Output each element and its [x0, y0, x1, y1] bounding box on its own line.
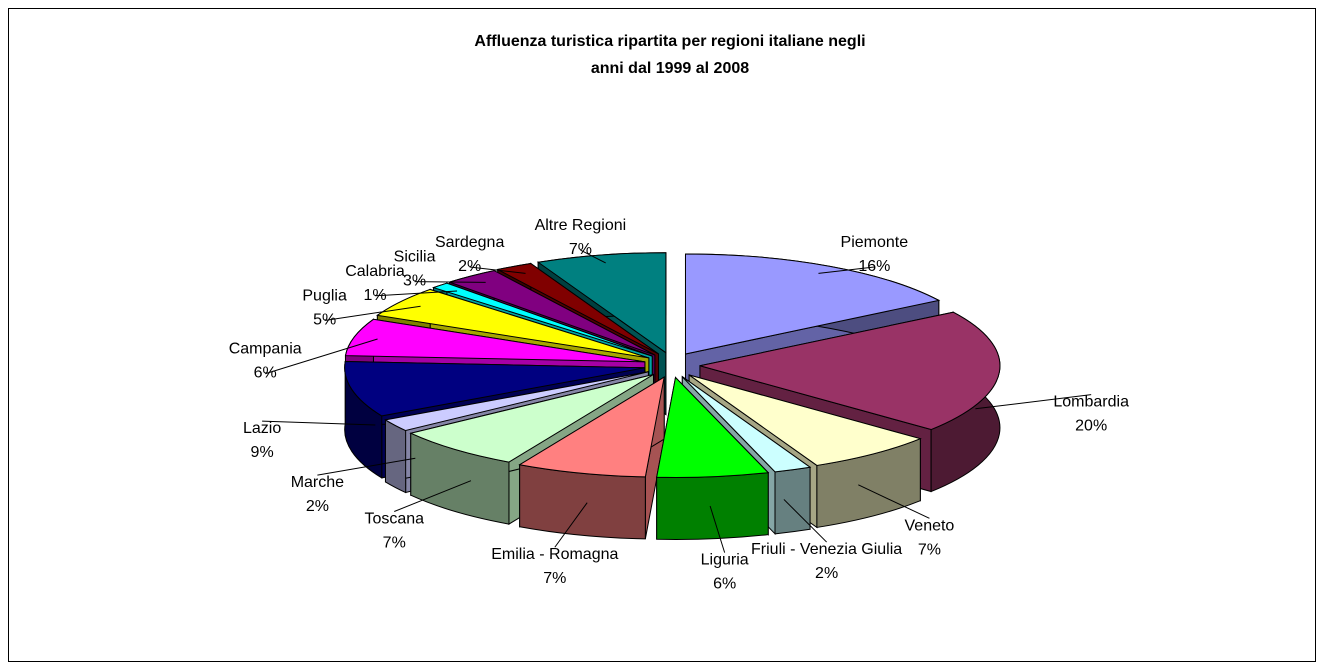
value-label: 6%: [713, 576, 736, 593]
slice-top: [688, 374, 922, 466]
value-label: 2%: [306, 498, 329, 515]
leader-line: [324, 305, 421, 321]
category-label: Campania: [229, 341, 302, 358]
category-label: Veneto: [905, 517, 955, 534]
slice-top: [684, 253, 941, 355]
slice-top: [376, 288, 649, 359]
slice-top: [344, 318, 645, 363]
slice-outer-wall: [774, 466, 811, 535]
leader-line: [394, 480, 472, 512]
leader-line: [469, 266, 526, 274]
slice-top: [518, 376, 665, 478]
leader-line: [374, 290, 458, 297]
data-label: Lombardia 20%: [1053, 394, 1129, 435]
leader-line: [783, 499, 827, 543]
value-label: 7%: [383, 535, 406, 552]
value-label: 2%: [458, 258, 481, 275]
slice-outer-wall: [656, 472, 769, 540]
data-label: Veneto 7%: [905, 517, 955, 558]
value-label: 1%: [363, 287, 386, 304]
value-label: 6%: [254, 365, 277, 382]
data-label: Friuli - Venezia Giulia 2%: [751, 541, 902, 582]
leader-line: [317, 457, 416, 476]
slice-top: [536, 252, 667, 354]
value-label: 7%: [569, 241, 592, 258]
value-label: 20%: [1075, 418, 1107, 435]
leader-line: [414, 281, 486, 283]
leader-line: [262, 420, 376, 426]
data-label: Sardegna 2%: [435, 234, 504, 275]
leader-line: [818, 266, 875, 274]
leader-line: [858, 484, 930, 519]
value-label: 3%: [403, 273, 426, 290]
category-label: Marche: [291, 474, 344, 491]
value-label: 7%: [543, 570, 566, 587]
category-label: Sardegna: [435, 234, 504, 251]
category-label: Toscana: [364, 511, 424, 528]
value-label: 5%: [313, 311, 336, 328]
category-label: Emilia - Romagna: [491, 546, 618, 563]
slice-top: [656, 376, 770, 478]
slice-top: [496, 262, 659, 355]
leader-line: [265, 338, 378, 375]
data-label: Lazio 9%: [243, 420, 281, 461]
chart-title: Affluenza turistica ripartita per region…: [474, 33, 865, 50]
data-label: Marche 2%: [291, 474, 344, 515]
slice-top: [699, 311, 1001, 431]
data-label: Puglia 5%: [302, 287, 347, 328]
category-label: Lombardia: [1053, 394, 1129, 411]
data-label: Liguria 6%: [701, 552, 749, 593]
leader-line: [580, 249, 606, 264]
chart-title: anni dal 1999 al 2008: [591, 60, 749, 77]
data-label: Piemonte 16%: [841, 234, 909, 275]
data-label: Altre Regioni 7%: [535, 217, 627, 258]
category-label: Liguria: [701, 552, 749, 569]
category-label: Sicilia: [394, 249, 436, 266]
data-label: Toscana 7%: [364, 511, 424, 552]
slice-top: [681, 376, 812, 473]
category-label: Altre Regioni: [535, 217, 627, 234]
category-label: Piemonte: [841, 234, 909, 251]
slice-top: [384, 371, 649, 432]
value-label: 16%: [858, 258, 890, 275]
data-label: Sicilia 3%: [394, 249, 436, 290]
slice-top: [344, 360, 645, 417]
pie-slice: [518, 376, 665, 540]
leader-line: [554, 502, 588, 548]
category-label: Calabria: [345, 263, 405, 280]
data-label: Campania 6%: [229, 341, 302, 382]
category-label: Lazio: [243, 420, 281, 437]
pie-slice: [656, 376, 770, 540]
value-label: 7%: [918, 541, 941, 558]
value-label: 9%: [251, 444, 274, 461]
category-label: Puglia: [302, 287, 347, 304]
data-label: Calabria 1%: [345, 263, 405, 304]
leader-line: [975, 394, 1092, 410]
slice-top: [431, 282, 653, 357]
slice-top: [409, 373, 654, 463]
data-label: Emilia - Romagna 7%: [491, 546, 618, 587]
slice-outer-wall: [384, 419, 407, 494]
value-label: 2%: [815, 565, 838, 582]
category-label: Friuli - Venezia Giulia: [751, 541, 902, 558]
leader-line: [709, 505, 726, 553]
